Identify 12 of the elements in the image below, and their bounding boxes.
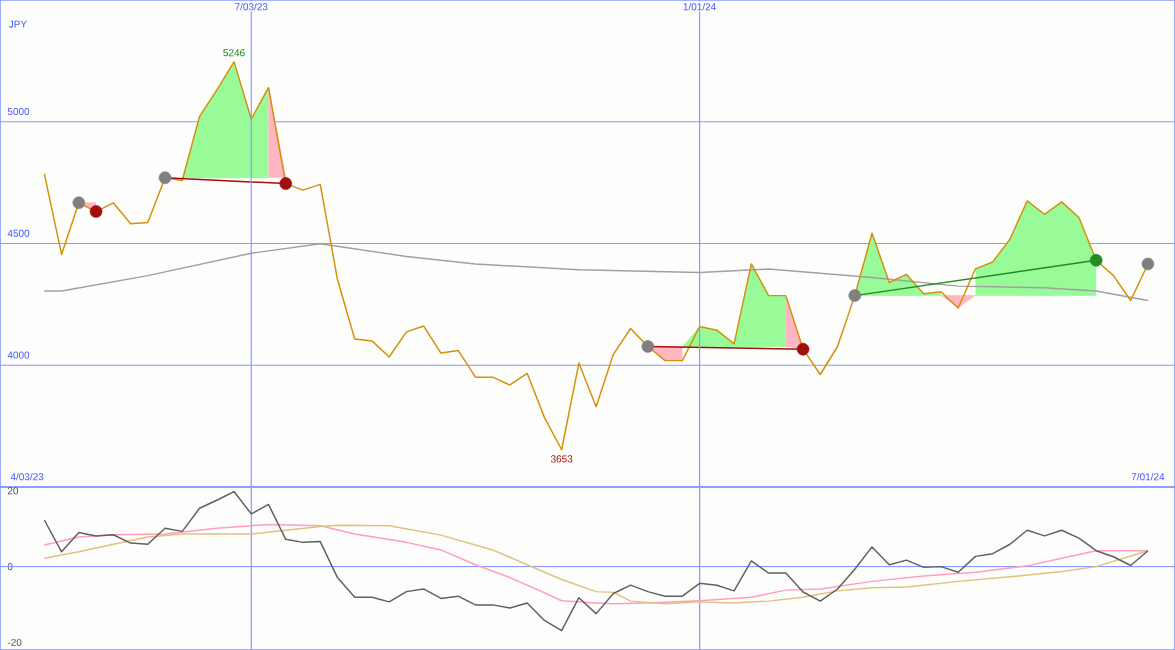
x2-tick-label: 1/01/24 xyxy=(683,2,716,11)
y-tick-label: 4000 xyxy=(7,351,30,359)
y-tick-label: 4500 xyxy=(7,229,30,237)
x-tick-label: 7/01/24 xyxy=(1131,472,1165,481)
annotation: 3653 xyxy=(550,455,573,463)
y-axis-title: JPY xyxy=(8,20,27,28)
y-tick-label: -20 xyxy=(7,638,22,646)
y-tick-label: 5000 xyxy=(7,107,30,116)
annotation: 5246 xyxy=(223,49,245,57)
y-tick-label: 20 xyxy=(7,487,19,495)
x-tick-label: 4/03/23 xyxy=(10,472,44,481)
x2-tick-label: 7/03/23 xyxy=(235,2,268,11)
